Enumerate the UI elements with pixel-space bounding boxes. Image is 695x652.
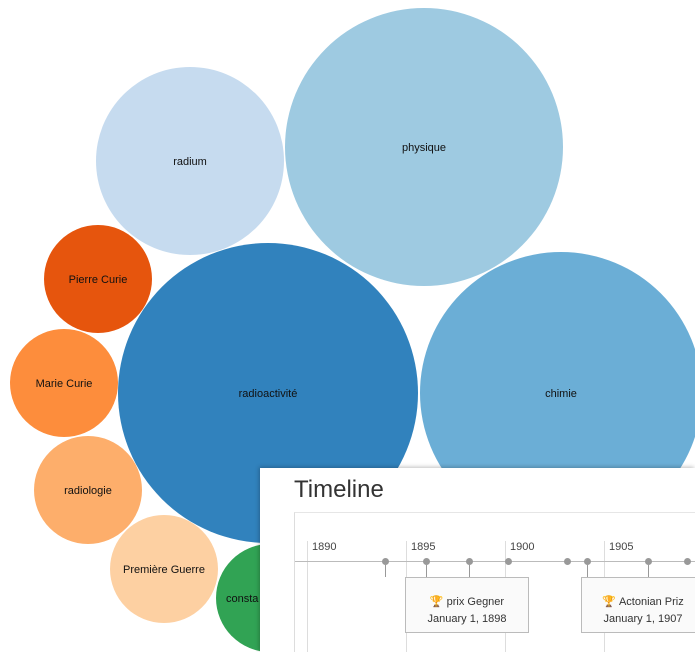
bubble-label-premiere-guerre: Première Guerre <box>123 564 205 576</box>
axis-dot <box>564 558 571 565</box>
axis-dot <box>466 558 473 565</box>
event-stem <box>587 565 588 577</box>
bubble-radiologie[interactable]: radiologie <box>34 436 142 544</box>
bubble-label-radiologie: radiologie <box>64 485 112 497</box>
event-label: prix Gegner <box>446 596 505 608</box>
axis-dot <box>423 558 430 565</box>
trophy-icon: 🏆 <box>429 596 444 608</box>
tick-label: 1890 <box>307 541 336 652</box>
bubble-physique[interactable]: physique <box>285 8 563 286</box>
event-label: Actonian Priz <box>618 596 684 608</box>
timeline-panel: Timeline 1890 1895 1900 1905 🏆 prix Gegne… <box>260 468 695 652</box>
bubble-label-radioactivite: radioactivité <box>239 388 298 400</box>
bubble-label-chimie: chimie <box>545 388 577 400</box>
bubble-label-marie-curie: Marie Curie <box>36 378 93 390</box>
event-stem <box>385 565 386 577</box>
trophy-icon: 🏆 <box>602 596 616 608</box>
axis-dot <box>382 558 389 565</box>
event-stem <box>426 565 427 577</box>
timeline-title: Timeline <box>294 476 384 503</box>
bubble-marie-curie[interactable]: Marie Curie <box>10 329 118 437</box>
axis-dot <box>684 558 691 565</box>
event-stem <box>648 565 649 577</box>
timeline-event[interactable]: 🏆 prix Gegner January 1, 1898 <box>405 577 529 633</box>
bubble-radium[interactable]: radium <box>96 67 284 255</box>
timeline-event[interactable]: 🏆 Actonian Priz January 1, 1907 <box>581 577 695 633</box>
axis-dot <box>584 558 591 565</box>
bubble-label-consta: consta <box>226 593 259 605</box>
axis-dot <box>645 558 652 565</box>
bubble-chimie[interactable]: chimie <box>420 252 695 534</box>
event-date: January 1, 1898 <box>427 613 507 625</box>
timeline-axis <box>295 561 695 562</box>
bubble-premiere-guerre[interactable]: Première Guerre <box>110 515 218 623</box>
bubble-label-pierre-curie: Pierre Curie <box>69 274 128 286</box>
axis-dot <box>505 558 512 565</box>
bubble-label-radium: radium <box>173 156 207 168</box>
timeline-area[interactable]: 1890 1895 1900 1905 🏆 prix Gegner January… <box>294 512 695 652</box>
event-stem <box>469 565 470 577</box>
bubble-label-physique: physique <box>402 142 446 154</box>
bubble-pierre-curie[interactable]: Pierre Curie <box>44 225 152 333</box>
event-date: January 1, 1907 <box>603 613 683 625</box>
